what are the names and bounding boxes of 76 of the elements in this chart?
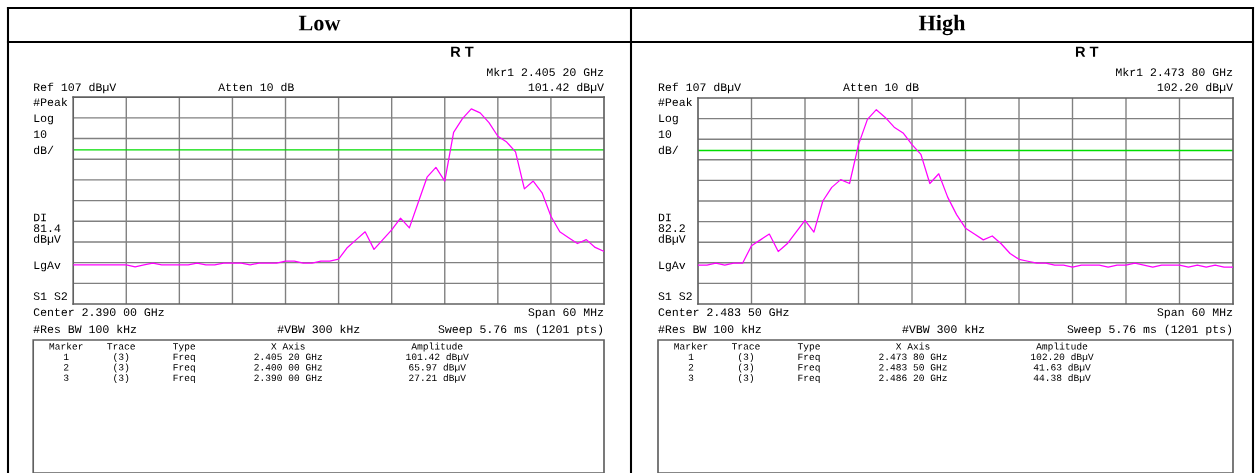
text: S1 S2 — [658, 292, 692, 301]
text: (3) — [114, 353, 129, 362]
text: 2.400 00 GHz — [254, 364, 322, 371]
text: Log — [34, 114, 53, 125]
text: #Res BW 100 kHz — [658, 324, 761, 334]
text: Mkr1 2.473 80 GHz — [1116, 67, 1233, 77]
text: Trace — [107, 343, 135, 350]
text: Center 2.390 00 GHz — [33, 308, 164, 317]
text: 65.97 dBµV — [409, 363, 466, 373]
text: #Res BW 100 kHz — [33, 324, 137, 334]
text: (3) — [114, 374, 129, 383]
text: #Peak — [658, 97, 692, 107]
text: Type — [173, 343, 196, 352]
text: 2 — [688, 364, 694, 371]
text: dB/ — [658, 145, 679, 155]
text: 41.63 dBµV — [1033, 363, 1091, 373]
text: 2.473 80 GHz — [879, 353, 947, 361]
text: 2.390 00 GHz — [254, 374, 322, 382]
text: Span 60 MHz — [1157, 308, 1233, 319]
text: Ref 107 dBµV — [658, 82, 741, 94]
text: #Peak — [33, 97, 68, 107]
text: Amplitude — [411, 342, 463, 352]
text: Mkr1 2.405 20 GHz — [487, 67, 604, 77]
text: Atten 10 dB — [843, 82, 919, 92]
text: R T — [451, 46, 474, 57]
text: DI 82.2 dBµV — [658, 213, 686, 245]
text: 1 — [688, 353, 694, 360]
text: Center 2.483 50 GHz — [658, 308, 789, 317]
text: Amplitude — [1036, 342, 1088, 352]
text: 2.483 50 GHz — [879, 364, 947, 371]
text: 27.21 dBµV — [409, 374, 466, 383]
text: (3) — [738, 353, 754, 362]
text: R T — [1075, 46, 1099, 57]
text: 101.42 dBµV — [406, 353, 469, 362]
text: 44.38 dBµV — [1033, 374, 1091, 383]
text: Freq — [798, 374, 820, 383]
text: Span 60 MHz — [528, 308, 604, 319]
text: X Axis — [271, 342, 305, 350]
text: (3) — [738, 374, 754, 383]
text: Trace — [731, 343, 760, 350]
text: Freq — [173, 364, 195, 373]
text: Freq — [173, 353, 195, 362]
text: LgAv — [659, 261, 686, 272]
text: Sweep 5.76 ms (1201 pts) — [1067, 324, 1232, 336]
text: 102.20 dBµV — [1031, 353, 1094, 362]
text: 101.42 dBµV — [528, 82, 604, 94]
text: 2.486 20 GHz — [879, 374, 947, 382]
text: 3 — [63, 374, 69, 382]
text: Freq — [798, 353, 820, 362]
text: 1 — [64, 353, 69, 360]
text: LgAv — [34, 261, 61, 272]
text: Marker — [674, 342, 708, 350]
text: 3 — [688, 374, 694, 382]
chart-title: Low — [298, 15, 341, 31]
text: Sweep 5.76 ms (1201 pts) — [438, 324, 603, 336]
text: DI 81.4 dBµV — [33, 213, 61, 245]
text: #VBW 300 kHz — [902, 324, 985, 334]
text: (3) — [738, 363, 754, 373]
text: Marker — [49, 342, 83, 350]
text: Ref 107 dBµV — [34, 82, 117, 94]
text: X Axis — [895, 342, 930, 350]
text: Freq — [173, 374, 195, 383]
text: S1 S2 — [33, 292, 67, 301]
text: 2 — [64, 364, 69, 371]
text: 10 — [658, 130, 672, 139]
text: Log — [659, 114, 678, 125]
text: dB/ — [33, 145, 54, 155]
text: Atten 10 dB — [218, 82, 294, 92]
text: 102.20 dBµV — [1157, 82, 1233, 94]
text: Freq — [798, 364, 820, 373]
text: (3) — [114, 363, 129, 373]
text: Type — [797, 343, 820, 352]
text: 2.405 20 GHz — [254, 353, 322, 361]
chart-title: High — [918, 14, 966, 36]
text: 10 — [34, 130, 47, 139]
text: #VBW 300 kHz — [277, 324, 360, 334]
